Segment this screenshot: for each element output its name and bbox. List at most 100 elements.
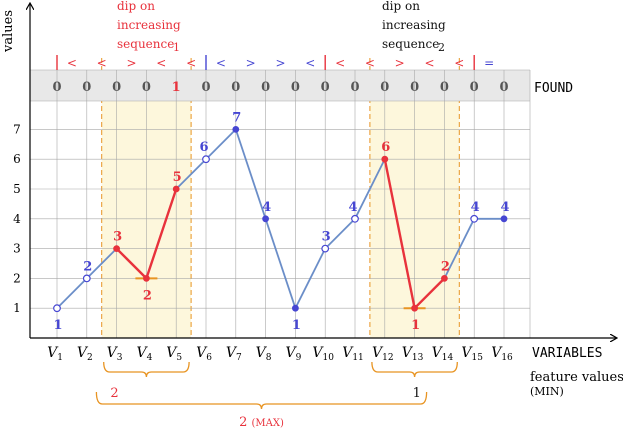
point-label-V14: 2	[441, 259, 450, 274]
feature-values-min-label: (MIN)	[530, 385, 564, 398]
point-label-V12: 6	[381, 140, 390, 155]
signature-4: <	[156, 56, 166, 70]
point-label-V4: 2	[143, 288, 152, 303]
y-tick-4: 4	[13, 212, 21, 226]
series-line	[56, 128, 504, 310]
point-label-V5: 5	[173, 170, 182, 185]
segment-V13-V14	[413, 277, 446, 310]
y-tick-5: 5	[13, 182, 21, 196]
y-tick-3: 3	[13, 242, 21, 256]
found-V14: 0	[440, 80, 449, 95]
point-V9	[292, 304, 299, 312]
x-tick-V9: V9	[285, 345, 301, 363]
signature-10: <	[335, 56, 345, 70]
point-label-V15: 4	[471, 200, 480, 215]
signature-11: <	[365, 56, 375, 70]
x-tick-V5: V5	[166, 345, 182, 363]
series-points	[53, 125, 508, 313]
signature-13: <	[424, 56, 434, 70]
signature-row: < < > < < < > > < < < > < < =	[56, 55, 494, 70]
x-tick-V11: V11	[342, 345, 364, 363]
y-tick-2: 2	[13, 271, 21, 285]
signature-9: <	[305, 56, 315, 70]
found-V2: 0	[82, 80, 91, 95]
found-V12: 0	[380, 80, 389, 95]
point-V16	[500, 215, 508, 223]
point-V6	[202, 155, 210, 164]
feature-value-1: 2	[110, 386, 118, 401]
point-V12	[381, 155, 389, 163]
found-V4: 0	[142, 80, 151, 95]
found-V5: 1	[172, 80, 181, 95]
point-V11	[351, 214, 359, 223]
segment-V10-V11	[324, 218, 356, 250]
point-labels: 1 2 3 2 5 6 7 4 1 3 4 6 1 2 4 4	[53, 110, 509, 333]
segment-V14-V15	[443, 218, 476, 279]
dip1-line1: dip on	[117, 0, 155, 13]
y-tick-1: 1	[13, 301, 21, 315]
x-axis-label: VARIABLES	[532, 346, 602, 361]
point-label-V2: 2	[83, 259, 92, 274]
found-V16: 0	[499, 80, 508, 95]
x-tick-V1: V1	[47, 345, 63, 363]
segment-V12-V13	[383, 158, 416, 309]
found-V15: 0	[470, 80, 479, 95]
dip2-line3: sequence	[382, 37, 439, 51]
feature-value-2: 1	[413, 386, 421, 401]
found-header-band	[30, 70, 530, 101]
found-V11: 0	[350, 80, 359, 95]
found-band	[30, 70, 530, 101]
signature-8: >	[275, 56, 285, 70]
point-V2	[82, 274, 91, 283]
signature-15: =	[484, 56, 494, 70]
segment-V2-V3	[86, 247, 118, 280]
point-label-V16: 4	[500, 200, 509, 215]
found-label: FOUND	[534, 81, 573, 96]
point-label-V9: 1	[292, 318, 301, 333]
x-tick-V10: V10	[312, 345, 334, 363]
point-label-V8: 4	[262, 200, 271, 215]
point-label-V13: 1	[411, 318, 420, 333]
segment-V11-V12	[354, 158, 386, 220]
feature-values-label: feature values	[530, 370, 623, 385]
x-tick-V7: V7	[226, 345, 242, 363]
point-V15	[470, 214, 479, 223]
point-label-V1: 1	[53, 318, 62, 333]
y-tick-6: 6	[13, 152, 21, 166]
segment-V3-V4	[115, 247, 148, 280]
axes	[30, 4, 616, 338]
point-label-V11: 4	[348, 200, 357, 215]
dip2-annotation: dip on increasing sequence 2	[382, 0, 446, 54]
x-tick-V3: V3	[107, 345, 123, 363]
found-V13: 0	[410, 80, 419, 95]
point-V5	[172, 185, 180, 193]
point-V4	[142, 275, 150, 282]
found-V9: 0	[291, 80, 300, 95]
x-tick-V13: V13	[402, 345, 424, 363]
x-tick-V6: V6	[196, 345, 212, 363]
point-V1	[53, 304, 61, 313]
feature-braces: 2 1 2 (MAX)	[95, 361, 458, 429]
y-axis-label: values	[1, 10, 16, 53]
segment-V6-V7	[205, 128, 237, 160]
found-V1: 0	[52, 80, 61, 95]
segment-V1-V2	[56, 277, 88, 309]
brace-region-2	[371, 361, 458, 378]
x-tick-V4: V4	[136, 345, 152, 363]
brace-region-1	[103, 361, 190, 378]
brace-aggregate	[95, 391, 428, 410]
x-tick-V12: V12	[372, 345, 394, 363]
point-label-V3: 3	[113, 230, 122, 245]
point-V14	[441, 275, 448, 282]
dip2-line1: dip on	[382, 0, 420, 13]
point-label-V6: 6	[199, 140, 208, 155]
segment-V5-V6	[175, 158, 207, 190]
signature-5: <	[186, 56, 196, 70]
found-V3: 0	[112, 80, 121, 95]
point-label-V7: 7	[232, 110, 241, 125]
signature-3: >	[126, 56, 136, 70]
found-V8: 0	[261, 80, 270, 95]
dip2-index: 2	[438, 41, 445, 54]
point-V3	[113, 245, 120, 253]
